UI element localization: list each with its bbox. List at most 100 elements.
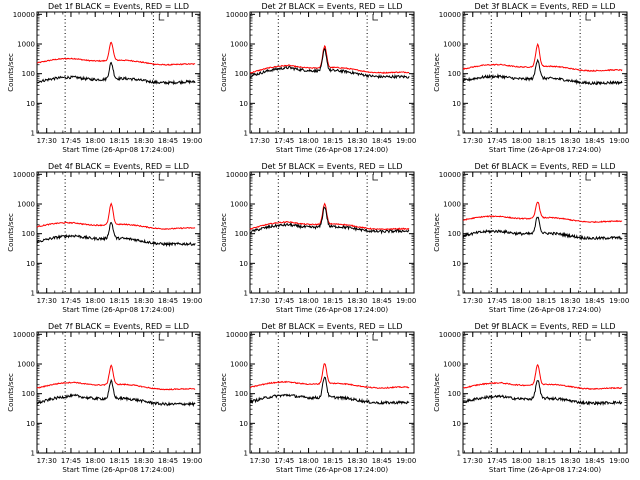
- x-axis-label: Start Time (26-Apr-08 17:24:00): [489, 306, 601, 314]
- x-tick-label: 19:00: [396, 297, 416, 305]
- x-tick-label: 18:15: [323, 137, 343, 145]
- series-line-lld-red: [463, 363, 623, 390]
- y-tick-label: 10: [452, 420, 461, 428]
- x-tick-label: 18:15: [109, 457, 129, 465]
- chart-title: Det 9f BLACK = Events, RED = LLD: [474, 322, 615, 331]
- series-line-events-black: [462, 216, 623, 241]
- series-line-lld-red: [249, 202, 410, 231]
- interval-marker: [158, 14, 165, 21]
- y-tick-label: 10: [26, 420, 35, 428]
- y-tick-label: 10000: [439, 171, 461, 179]
- x-tick-label: 18:00: [85, 137, 105, 145]
- x-tick-label: 17:45: [61, 457, 81, 465]
- x-tick-label: 18:30: [347, 297, 367, 305]
- chart-panel-3: Det 3f BLACK = Events, RED = LLD 1 10 100 10…: [433, 2, 629, 154]
- y-tick-label: 10: [239, 100, 248, 108]
- y-tick-label: 100: [22, 70, 35, 78]
- y-tick-label: 10: [452, 260, 461, 268]
- y-tick-label: 1: [244, 450, 248, 458]
- interval-marker: [585, 334, 591, 341]
- x-axis-label: Start Time (26-Apr-08 17:24:00): [62, 466, 174, 474]
- x-tick-label: 18:45: [372, 137, 392, 145]
- y-tick-label: 1: [457, 450, 461, 458]
- x-tick-label: 18:15: [109, 297, 129, 305]
- x-tick-label: 18:00: [511, 457, 531, 465]
- x-tick-label: 17:30: [37, 297, 57, 305]
- x-tick-label: 19:00: [609, 457, 629, 465]
- x-tick-label: 17:30: [250, 297, 270, 305]
- chart-title: Det 5f BLACK = Events, RED = LLD: [261, 162, 402, 171]
- x-tick-label: 17:45: [274, 457, 294, 465]
- x-tick-label: 18:30: [134, 457, 154, 465]
- x-tick-label: 18:30: [560, 457, 580, 465]
- x-axis-label: Start Time (26-Apr-08 17:24:00): [489, 146, 601, 154]
- y-tick-label: 10000: [439, 11, 461, 19]
- x-tick-label: 18:45: [585, 137, 605, 145]
- x-tick-label: 18:45: [158, 297, 178, 305]
- x-axis-label: Start Time (26-Apr-08 17:24:00): [62, 146, 174, 154]
- y-tick-label: 1: [31, 290, 35, 298]
- x-tick-label: 17:45: [487, 297, 507, 305]
- x-tick-label: 18:15: [323, 457, 343, 465]
- x-tick-label: 17:30: [250, 457, 270, 465]
- series-line-events-black: [36, 378, 196, 408]
- x-tick-label: 18:00: [298, 297, 318, 305]
- y-tick-label: 1: [457, 130, 461, 138]
- y-axis-label: Counts/sec: [220, 213, 228, 252]
- interval-marker: [158, 174, 165, 181]
- series-line-events-black: [37, 61, 196, 86]
- y-tick-label: 1000: [17, 41, 35, 49]
- y-tick-label: 10000: [226, 331, 248, 339]
- chart-title: Det 1f BLACK = Events, RED = LLD: [48, 2, 189, 11]
- series-line-lld-red: [36, 364, 196, 391]
- chart-title: Det 8f BLACK = Events, RED = LLD: [261, 322, 402, 331]
- x-tick-label: 19:00: [182, 137, 202, 145]
- y-axis-label: Counts/sec: [433, 373, 441, 412]
- x-tick-label: 17:45: [487, 457, 507, 465]
- x-tick-label: 18:45: [585, 297, 605, 305]
- x-tick-label: 18:30: [347, 457, 367, 465]
- y-tick-label: 10: [26, 100, 35, 108]
- x-tick-label: 17:30: [250, 137, 270, 145]
- x-tick-label: 17:30: [37, 457, 57, 465]
- y-axis-label: Counts/sec: [433, 53, 441, 92]
- series-line-lld-red: [249, 363, 410, 389]
- series-line-events-black: [36, 221, 196, 248]
- x-axis-label: Start Time (26-Apr-08 17:24:00): [62, 306, 174, 314]
- y-tick-label: 10: [239, 260, 248, 268]
- plot-frame: [462, 11, 628, 134]
- chart-title: Det 7f BLACK = Events, RED = LLD: [48, 322, 189, 331]
- series-line-events-black: [462, 380, 623, 406]
- x-tick-label: 18:45: [585, 457, 605, 465]
- x-axis-label: Start Time (26-Apr-08 17:24:00): [276, 466, 388, 474]
- y-tick-label: 100: [448, 70, 461, 78]
- y-tick-label: 100: [235, 390, 248, 398]
- y-axis-label: Counts/sec: [7, 373, 15, 412]
- y-tick-label: 1000: [230, 201, 248, 209]
- plot-frame: [462, 331, 628, 454]
- x-tick-label: 18:45: [372, 457, 392, 465]
- x-tick-label: 17:45: [274, 137, 294, 145]
- y-tick-label: 1000: [443, 201, 461, 209]
- chart-panel-9: Det 9f BLACK = Events, RED = LLD 1 10 100 10…: [433, 322, 629, 474]
- x-tick-label: 18:45: [372, 297, 392, 305]
- y-tick-label: 100: [448, 230, 461, 238]
- y-tick-label: 1: [31, 130, 35, 138]
- series-line-events-black: [462, 58, 623, 86]
- x-tick-label: 18:15: [109, 137, 129, 145]
- x-tick-label: 18:00: [85, 297, 105, 305]
- interval-marker: [372, 14, 378, 21]
- x-tick-label: 18:30: [134, 297, 154, 305]
- chart-title: Det 4f BLACK = Events, RED = LLD: [48, 162, 189, 171]
- y-tick-label: 1: [31, 450, 35, 458]
- y-tick-label: 100: [22, 230, 35, 238]
- x-axis-label: Start Time (26-Apr-08 17:24:00): [489, 466, 601, 474]
- x-tick-label: 18:45: [158, 457, 178, 465]
- x-tick-label: 18:15: [536, 137, 556, 145]
- y-axis-label: Counts/sec: [7, 213, 15, 252]
- y-axis-label: Counts/sec: [7, 53, 15, 92]
- x-tick-label: 18:15: [536, 297, 556, 305]
- x-tick-label: 19:00: [396, 457, 416, 465]
- y-tick-label: 1000: [230, 41, 248, 49]
